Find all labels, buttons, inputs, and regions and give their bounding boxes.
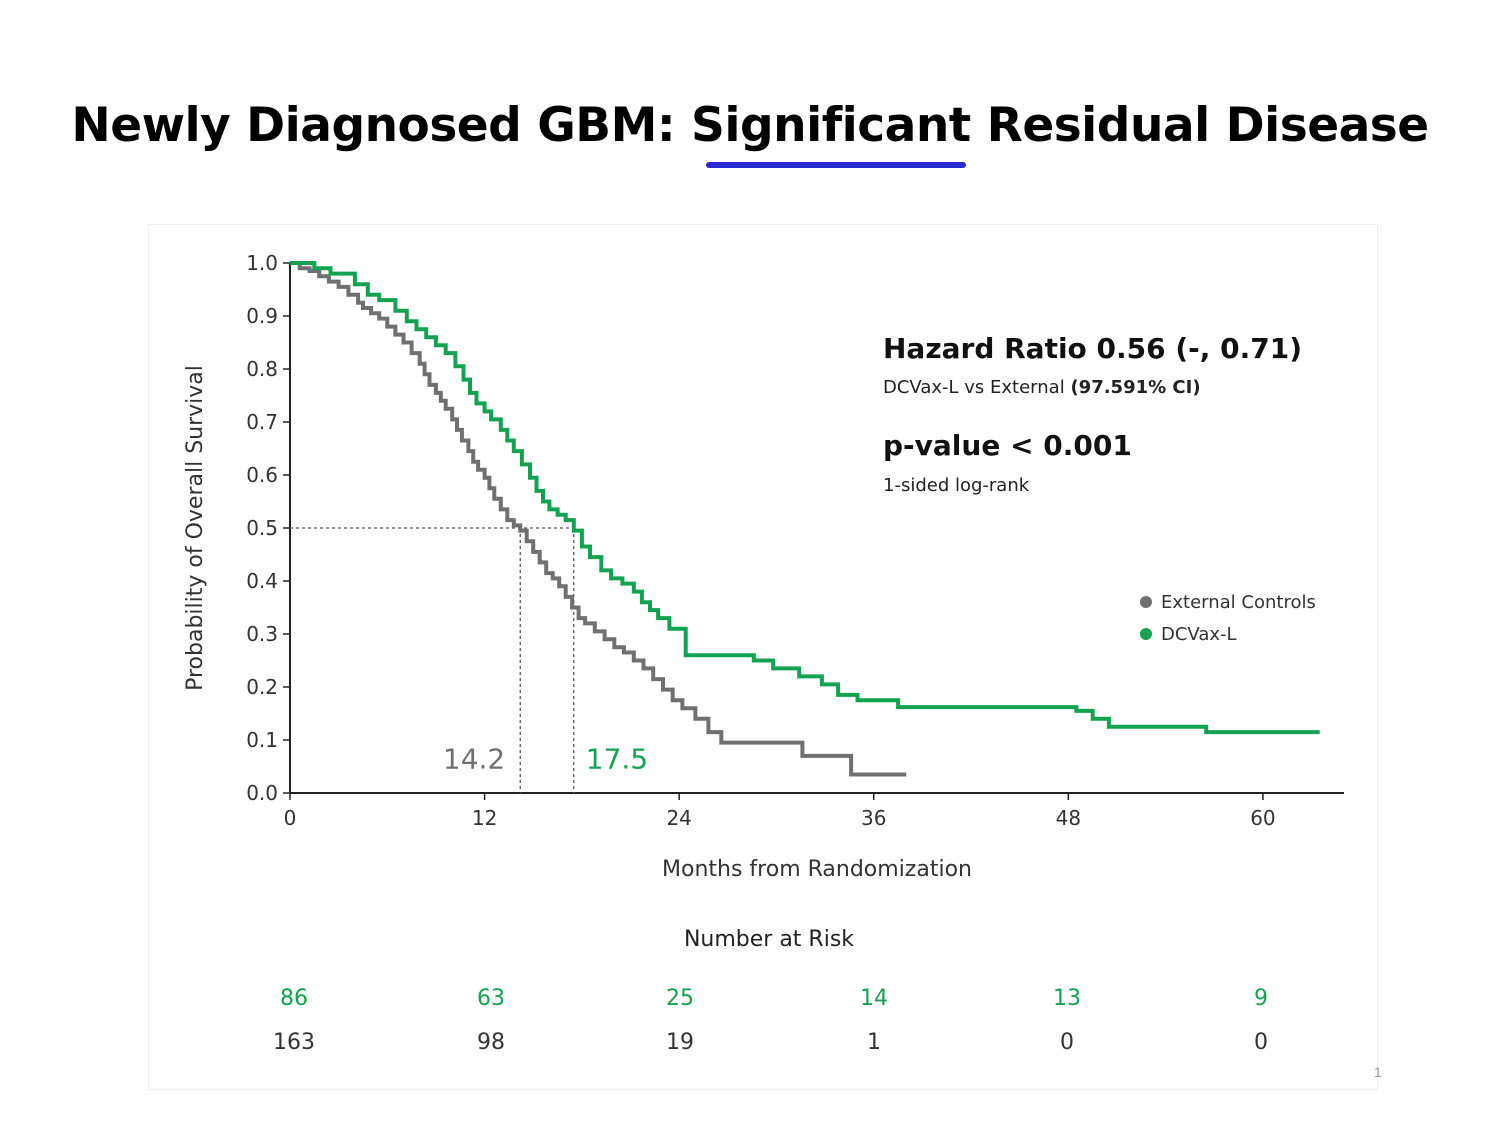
- y-tick-label: 0.4: [246, 569, 278, 593]
- median-guides: 14.2 17.5: [290, 527, 648, 793]
- y-tick-label: 0.8: [246, 357, 278, 381]
- comparison-prefix: DCVax-L vs External: [883, 377, 1070, 398]
- y-tick-label: 1.0: [246, 251, 278, 275]
- risk-external-value: 98: [477, 1030, 505, 1055]
- risk-external-value: 163: [273, 1030, 315, 1055]
- chart-frame: 0.0 0.1 0.2 0.3 0.4 0.5 0.6 0.7 0.8 0.9 1.0 0 12 24 36…: [148, 224, 1378, 1090]
- y-tick-label: 0.6: [246, 463, 278, 487]
- risk-dcvax-value: 25: [666, 986, 694, 1011]
- risk-external-value: 0: [1060, 1030, 1074, 1055]
- series-dcvax-l-line: [290, 261, 1320, 735]
- median-label-dcvax: 17.5: [586, 743, 648, 776]
- risk-table-title: Number at Risk: [684, 927, 854, 952]
- slide-title: Newly Diagnosed GBM: Significant Residua…: [0, 98, 1500, 153]
- risk-external-value: 1: [867, 1030, 881, 1055]
- title-emphasis: Significant: [691, 98, 971, 153]
- x-axis-label: Months from Randomization: [662, 857, 972, 882]
- chart-text: Hazard Ratio 0.56 (-, 0.71) DCVax-L vs Ex…: [883, 332, 1302, 496]
- comparison-text: DCVax-L vs External (97.591% CI): [883, 377, 1201, 398]
- legend-dcvax-l-marker: [1140, 628, 1152, 640]
- risk-dcvax-value: 86: [280, 986, 308, 1011]
- risk-external-value: 0: [1254, 1030, 1268, 1055]
- x-tick-label: 36: [861, 806, 886, 830]
- y-tick-label: 0.0: [246, 781, 278, 805]
- chart-axes: 0.0 0.1 0.2 0.3 0.4 0.5 0.6 0.7 0.8 0.9 1.0 0 12 24 36…: [183, 251, 1344, 882]
- legend-external-controls-marker: [1140, 596, 1152, 608]
- x-tick-label: 60: [1250, 806, 1275, 830]
- median-label-external: 14.2: [443, 743, 505, 776]
- survival-curves: [290, 261, 1320, 777]
- y-tick-label: 0.3: [246, 622, 278, 646]
- pvalue-text: p-value < 0.001: [883, 429, 1132, 462]
- y-tick-label: 0.7: [246, 410, 278, 434]
- x-tick-label: 12: [472, 806, 497, 830]
- risk-dcvax-value: 9: [1254, 986, 1268, 1011]
- title-underline: [706, 162, 966, 168]
- risk-external-value: 19: [666, 1030, 694, 1055]
- chart-legend: External Controls DCVax-L: [1140, 592, 1316, 645]
- slide-number: 1: [1374, 1064, 1382, 1080]
- x-tick-label: 24: [666, 806, 691, 830]
- risk-dcvax-value: 13: [1053, 986, 1081, 1011]
- y-tick-label: 0.1: [246, 728, 278, 752]
- title-part1: Newly Diagnosed GBM:: [71, 98, 692, 153]
- x-tick-label: 48: [1056, 806, 1081, 830]
- hazard-ratio-text: Hazard Ratio 0.56 (-, 0.71): [883, 332, 1302, 365]
- risk-dcvax-value: 63: [477, 986, 505, 1011]
- y-tick-label: 0.9: [246, 304, 278, 328]
- y-tick-label: 0.5: [246, 516, 278, 540]
- legend-dcvax-l-label: DCVax-L: [1161, 624, 1237, 645]
- legend-external-controls-label: External Controls: [1161, 592, 1316, 613]
- risk-table: Number at Risk 86 63 25 14 13 9 163 98 19 1 0 0: [273, 927, 1268, 1055]
- km-chart: 0.0 0.1 0.2 0.3 0.4 0.5 0.6 0.7 0.8 0.9 1.0 0 12 24 36…: [183, 251, 1344, 1055]
- series-external-controls-line: [290, 261, 907, 777]
- x-tick-label: 0: [284, 806, 297, 830]
- test-text: 1-sided log-rank: [883, 475, 1030, 496]
- risk-dcvax-value: 14: [860, 986, 888, 1011]
- comparison-ci: (97.591% CI): [1070, 377, 1200, 398]
- y-axis-label: Probability of Overall Survival: [183, 365, 208, 691]
- title-part3: Residual Disease: [970, 98, 1429, 153]
- y-tick-label: 0.2: [246, 675, 278, 699]
